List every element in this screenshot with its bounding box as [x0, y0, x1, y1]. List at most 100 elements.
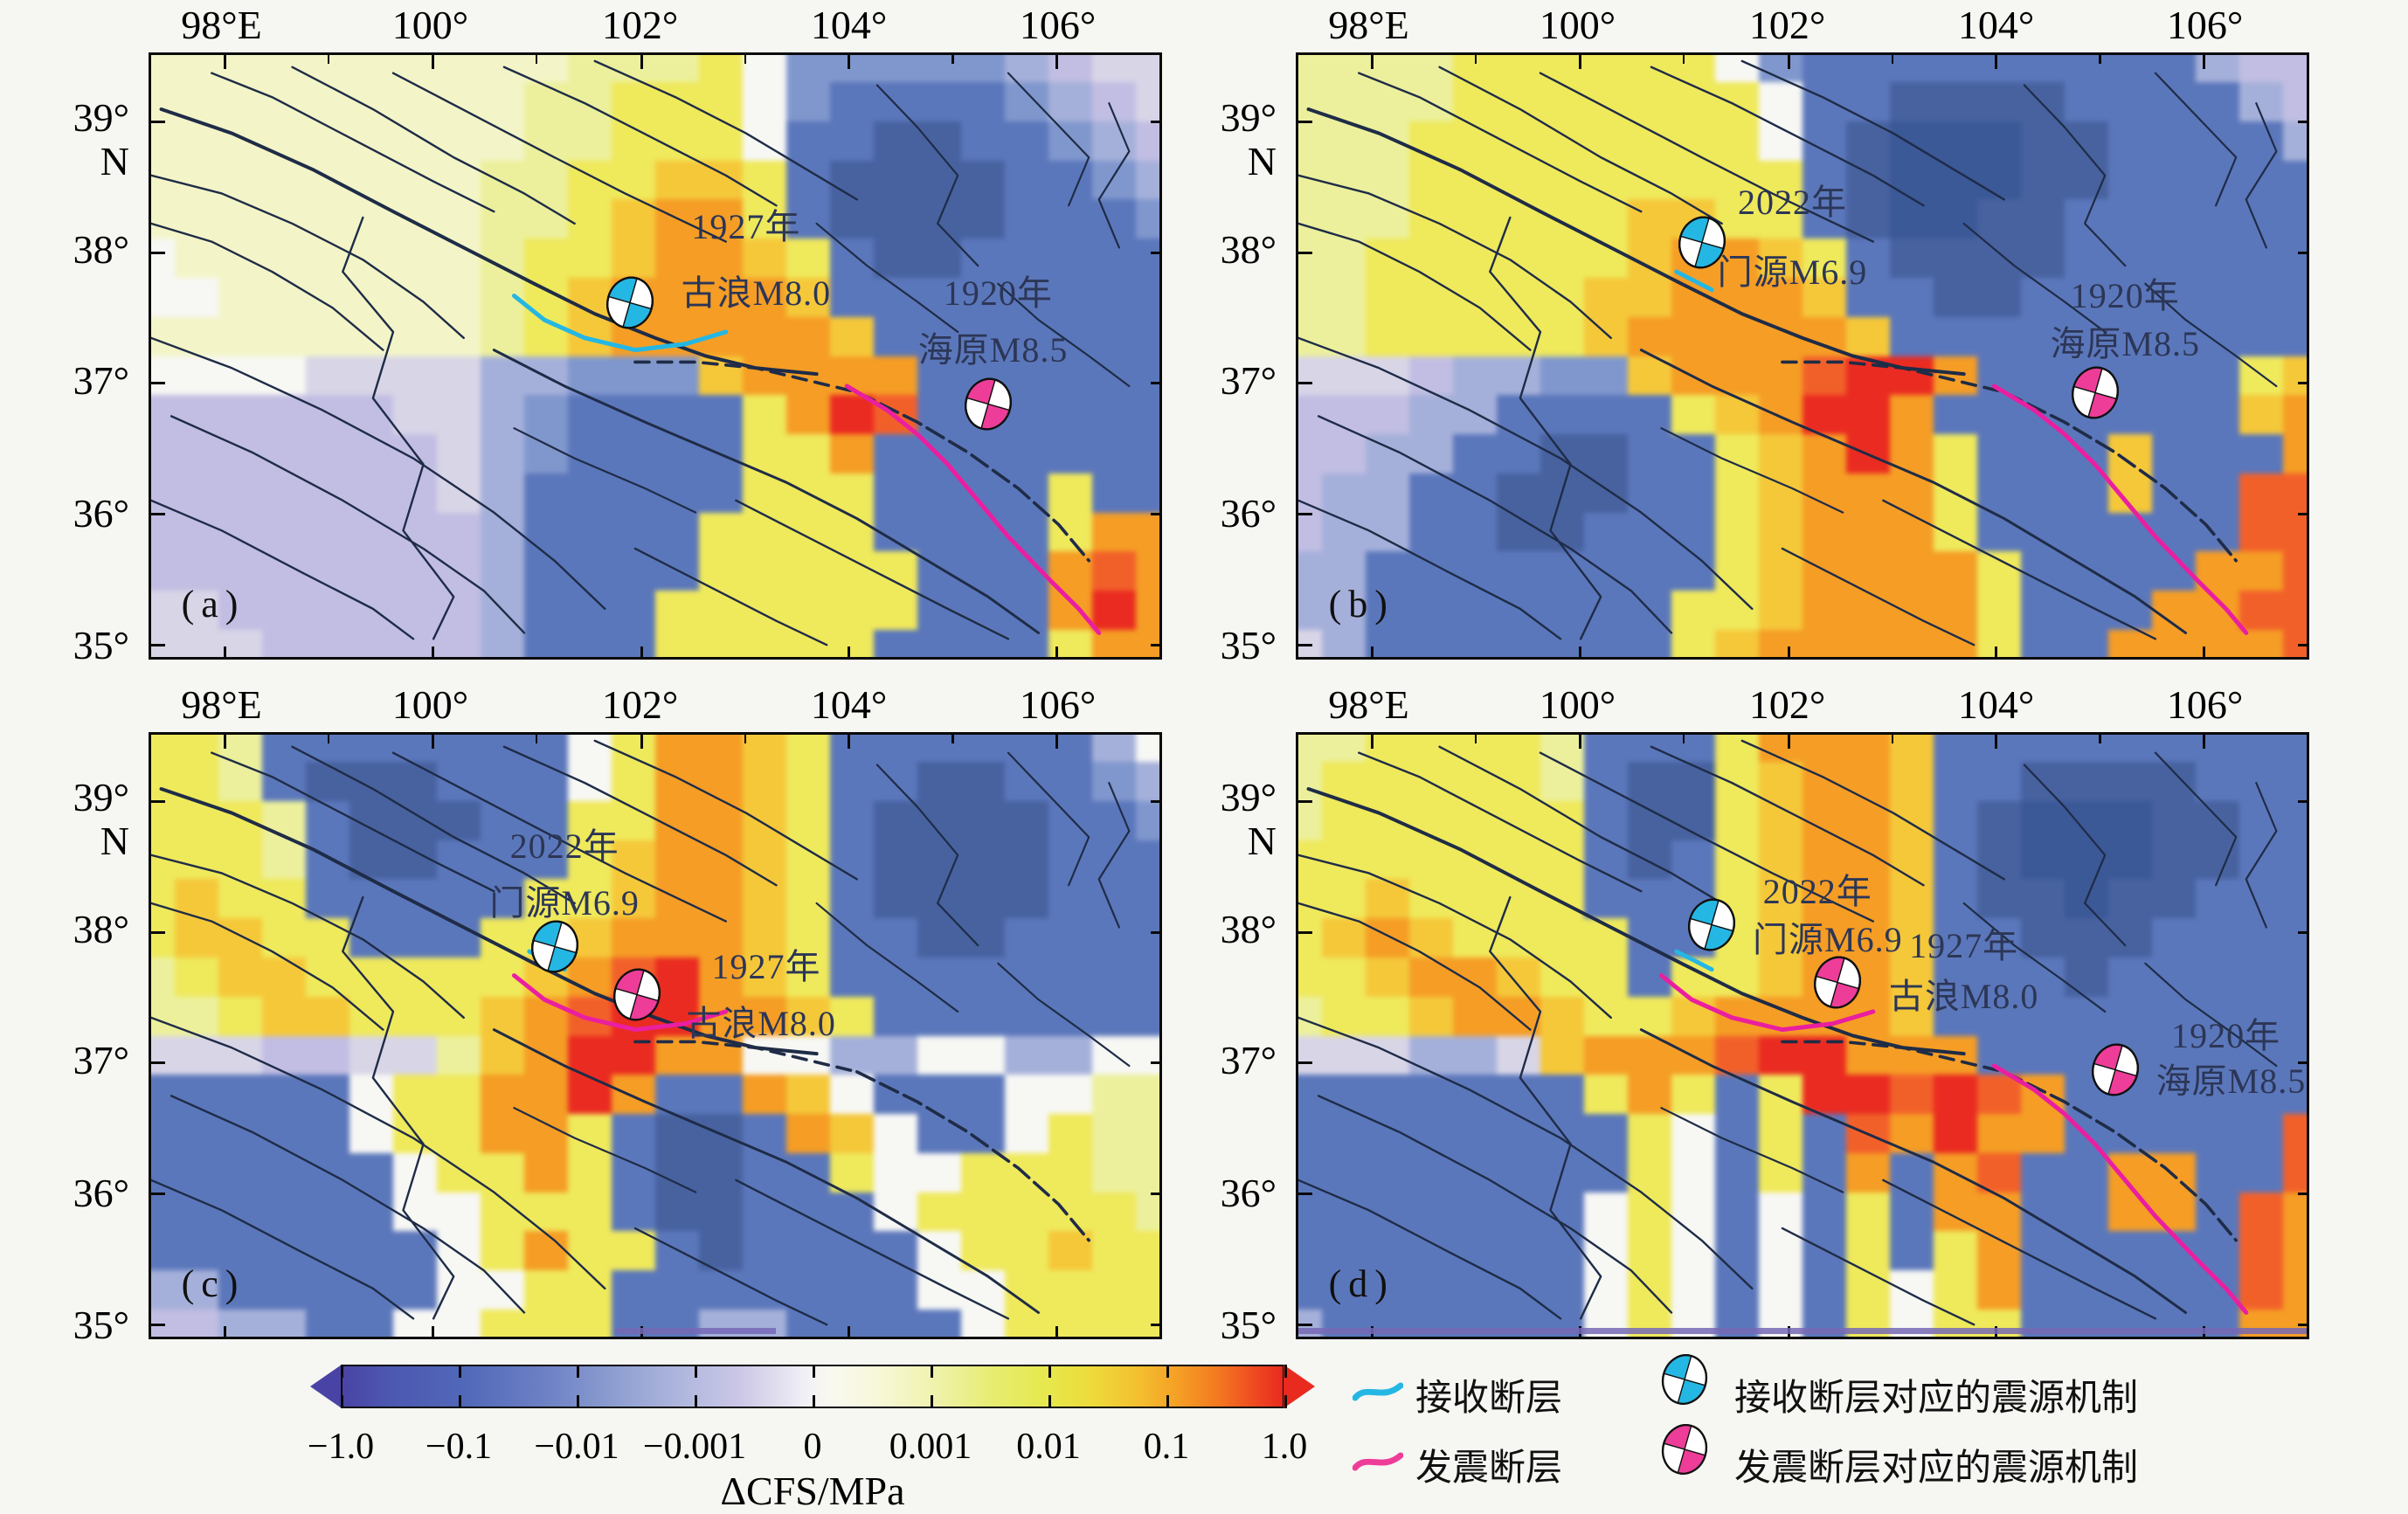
- axis-tick: [151, 1193, 165, 1196]
- axis-tick: [1578, 55, 1581, 69]
- lon-axis-label: 100°: [391, 682, 469, 727]
- lat-axis-label: 37°: [73, 1038, 129, 1083]
- axis-tick: [1151, 513, 1159, 516]
- axis-tick: [151, 643, 165, 646]
- focal-mechanism-icon: [1661, 1354, 1708, 1405]
- axis-tick: [1055, 55, 1059, 69]
- lon-axis-label: 102°: [1748, 3, 1826, 47]
- colorbar-tick: [459, 1395, 461, 1408]
- axis-tick: [1298, 121, 1312, 124]
- colorbar-title: ΔCFS/MPa: [720, 1469, 905, 1513]
- axis-tick: [2099, 735, 2101, 743]
- earthquake-label: 1927年: [691, 206, 801, 246]
- panel-d: 98°E 100° 102° 104° 106° 39° N 38° 37° 36° 35° 202…: [1147, 680, 2309, 1347]
- earthquake-label: 1920年: [943, 273, 1053, 313]
- legend-label: 接收断层: [1415, 1379, 1563, 1419]
- focal-mechanism-icon: [2071, 366, 2119, 419]
- focal-mechanism-pink: [963, 374, 1014, 438]
- axis-tick: [1151, 382, 1159, 385]
- axis-tick: [1578, 735, 1581, 749]
- axis-tick: [1298, 800, 1312, 804]
- lon-axis-label: 98°E: [181, 3, 262, 47]
- colorbar-left-arrow-icon: [310, 1365, 342, 1408]
- lon-axis-label: 104°: [810, 3, 888, 47]
- axis-tick: [2298, 251, 2307, 254]
- axis-tick: [151, 382, 165, 385]
- colorbar-tick: [1048, 1365, 1051, 1378]
- axis-tick: [151, 513, 165, 516]
- colorbar-tick-label: −1.0: [307, 1427, 375, 1467]
- axis-tick: [951, 55, 954, 64]
- colorbar-tick-label: 0.1: [1143, 1427, 1190, 1467]
- lat-axis-label: 35°: [1220, 1302, 1277, 1347]
- earthquake-label: 古浪M8.0: [681, 273, 832, 313]
- focal-mechanism-icon: [1688, 899, 1736, 951]
- axis-tick: [1578, 646, 1581, 657]
- axis-tick: [151, 800, 165, 804]
- earthquake-label: 海原M8.5: [2050, 324, 2201, 364]
- axis-tick: [224, 646, 227, 657]
- colorbar-tick-label: −0.01: [534, 1427, 619, 1467]
- map-edge-strip: [614, 1328, 777, 1334]
- map-b: 2022年 门源M6.9 1920年 海原M8.5 (b): [1296, 52, 2309, 660]
- focal-mechanism-icon: [964, 377, 1012, 431]
- focal-mechanism-icon: [1678, 216, 1726, 269]
- lat-axis-label-n: N: [100, 818, 129, 863]
- lat-axis-label: 39°: [1220, 94, 1277, 140]
- axis-tick: [1298, 1061, 1312, 1065]
- colorbar-tick: [931, 1365, 933, 1378]
- colorbar-tick-label: −0.1: [425, 1427, 493, 1467]
- axis-tick: [2203, 646, 2206, 657]
- axis-tick: [1151, 1061, 1159, 1065]
- colorbar-tick: [1284, 1395, 1287, 1408]
- lat-axis-label: 39°: [73, 94, 129, 140]
- axis-tick: [1298, 1323, 1312, 1326]
- lat-axis-label: 37°: [73, 358, 129, 404]
- colorbar-tick: [341, 1365, 343, 1378]
- earthquake-label: 1920年: [2171, 1016, 2281, 1056]
- axis-tick: [848, 1326, 851, 1337]
- colorbar-tick-label: 1.0: [1261, 1427, 1308, 1467]
- focal-mechanism-cyan: [1677, 213, 1727, 277]
- axis-tick: [431, 646, 434, 657]
- colorbar-tick: [1048, 1395, 1051, 1408]
- earthquake-label: 2022年: [1737, 183, 1847, 223]
- legend-label: 发震断层对应的震源机制: [1734, 1448, 2139, 1489]
- colorbar-right-arrow-icon: [1284, 1365, 1315, 1408]
- axis-tick: [640, 735, 643, 749]
- axis-tick: [744, 55, 747, 64]
- axis-tick: [1371, 735, 1374, 749]
- axis-tick: [1151, 121, 1159, 124]
- focal-mechanism-icon: [1661, 1424, 1708, 1475]
- axis-tick: [1151, 1323, 1159, 1326]
- legend-ball-icon: [1660, 1351, 1709, 1413]
- axis-tick: [848, 735, 851, 749]
- axis-tick: [1474, 735, 1477, 743]
- legend-ball-icon: [1660, 1421, 1709, 1483]
- colorbar-tick: [813, 1395, 815, 1408]
- axis-tick: [1474, 55, 1477, 64]
- lat-axis-label: 36°: [73, 490, 129, 536]
- axis-tick: [151, 930, 165, 934]
- lat-axis-label: 35°: [73, 1302, 129, 1347]
- lat-axis-label: 38°: [73, 906, 129, 951]
- axis-tick: [1787, 646, 1790, 657]
- axis-tick: [1298, 643, 1312, 646]
- axis-tick: [1151, 930, 1159, 934]
- axis-tick: [1298, 1193, 1312, 1196]
- earthquake-label: 1927年: [711, 946, 821, 986]
- colorbar-tick: [695, 1395, 697, 1408]
- earthquake-label: 2022年: [509, 826, 619, 867]
- axis-tick: [2099, 55, 2101, 64]
- axis-tick: [224, 735, 227, 749]
- axis-tick: [1151, 251, 1159, 254]
- earthquake-label: 2022年: [1762, 871, 1872, 911]
- colorbar-tick: [931, 1395, 933, 1408]
- axis-tick: [640, 55, 643, 69]
- earthquake-label: 门源M6.9: [489, 883, 640, 923]
- panel-b: 98°E 100° 102° 104° 106° 39° N 38° 37° 36° 35° 202…: [1147, 0, 2309, 667]
- axis-tick: [2298, 513, 2307, 516]
- focal-mechanism-pink: [612, 964, 662, 1028]
- lon-axis-label: 102°: [1748, 682, 1826, 727]
